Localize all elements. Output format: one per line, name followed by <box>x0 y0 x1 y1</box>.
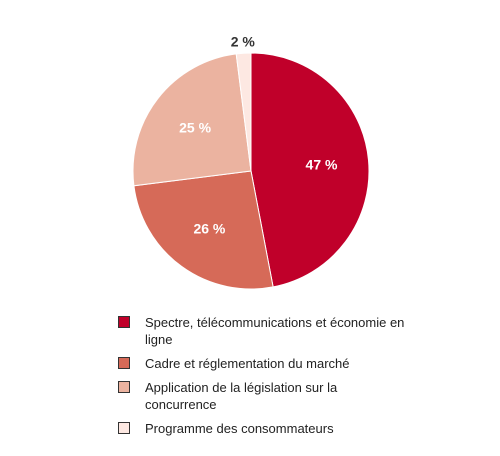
pie-slice <box>133 170 274 290</box>
legend-swatch <box>118 316 130 328</box>
pie-slice <box>250 52 370 288</box>
legend-label: Application de la législation sur la con… <box>145 380 338 412</box>
pie-slice <box>235 52 252 172</box>
legend-item-spectre: Spectre, télécommunications et économie … <box>118 314 408 348</box>
legend: Spectre, télécommunications et économie … <box>118 314 408 444</box>
slice-value-label: 26 % <box>193 220 225 236</box>
legend-label: Programme des consommateurs <box>145 421 334 436</box>
legend-swatch <box>118 381 130 393</box>
slice-value-label: 47 % <box>306 156 338 172</box>
pie-slice <box>132 53 252 187</box>
legend-item-application: Application de la législation sur la con… <box>118 379 408 413</box>
slice-value-label: 25 % <box>179 120 211 136</box>
legend-item-programme: Programme des consommateurs <box>118 420 408 437</box>
legend-label: Cadre et réglementation du marché <box>145 356 350 371</box>
pie-chart: 47 % 26 % 25 % 2 % <box>132 33 370 290</box>
legend-item-cadre: Cadre et réglementation du marché <box>118 355 408 372</box>
legend-swatch <box>118 357 130 369</box>
legend-label: Spectre, télécommunications et économie … <box>145 315 405 347</box>
slice-value-label: 2 % <box>231 33 256 49</box>
legend-swatch <box>118 422 130 434</box>
